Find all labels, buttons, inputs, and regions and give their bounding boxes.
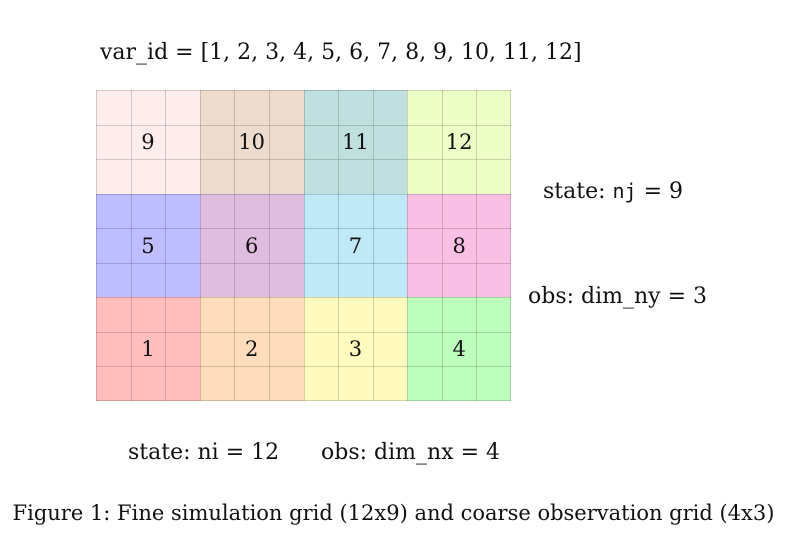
grid-block-2 [199,297,304,401]
grid-block-6 [199,193,304,298]
grid-line-horizontal [96,124,511,126]
grid-line-vertical [303,90,305,401]
grid-block-label: 1 [141,337,155,362]
grid-block-label: 3 [348,337,363,362]
grid-block-label: 7 [348,233,363,258]
state-nj-prefix: state: [543,179,613,204]
state-nj-code: nj [612,179,637,203]
grid-line-horizontal [96,400,511,401]
grid-line-vertical [407,90,409,401]
grid-line-vertical [476,90,478,401]
grid-block-11 [303,90,408,194]
state-nj-label: state: nj = 9 [543,179,683,204]
state-nj-suffix: = 9 [636,179,684,204]
grid-line-horizontal [96,331,511,333]
grid-line-vertical [372,90,374,401]
grid-block-label: 8 [452,233,466,258]
grid-line-horizontal [96,159,511,161]
grid-line-vertical [441,90,443,401]
grid-block-label: 5 [141,233,155,258]
grid-line-vertical [130,90,132,401]
grid-line-horizontal [96,90,511,91]
grid-line-vertical [510,90,511,401]
grid-line-horizontal [96,262,511,264]
var-id-line: var_id = [1, 2, 3, 4, 5, 6, 7, 8, 9, 10,… [100,40,582,65]
grid-block-8 [407,193,511,298]
grid-block-9 [96,90,200,194]
grid-line-vertical [338,90,340,401]
grid-line-horizontal [96,297,511,299]
grid-line-vertical [165,90,167,401]
grid-block-label: 10 [238,129,265,154]
grid-block-label: 6 [244,233,259,258]
grid-line-vertical [96,90,97,401]
grid-block-7 [303,193,408,298]
simulation-grid: 9 10 11 12 5 6 7 8 1 2 3 4 [96,90,511,401]
grid-block-5 [96,193,200,298]
grid-block-10 [199,90,304,194]
grid-block-1 [96,297,200,401]
grid-block-label: 12 [445,129,473,154]
grid-block-label: 9 [141,129,155,154]
grid-block-12 [407,90,511,194]
grid-line-horizontal [96,366,511,368]
grid-line-horizontal [96,228,511,230]
figure-caption: Figure 1: Fine simulation grid (12x9) an… [12,501,775,525]
grid-block-label: 2 [244,337,259,362]
grid-line-vertical [268,90,270,401]
grid-line-vertical [234,90,236,401]
grid-block-label: 11 [342,129,369,154]
grid-block-4 [407,297,511,401]
grid-block-3 [303,297,408,401]
obs-dim-ny-label: obs: dim_ny = 3 [528,284,708,309]
state-ni-label: state: ni = 12 [128,440,280,465]
obs-dim-nx-label: obs: dim_nx = 4 [321,440,500,465]
grid-block-label: 4 [452,337,466,362]
grid-line-vertical [199,90,201,401]
grid-line-horizontal [96,193,511,195]
